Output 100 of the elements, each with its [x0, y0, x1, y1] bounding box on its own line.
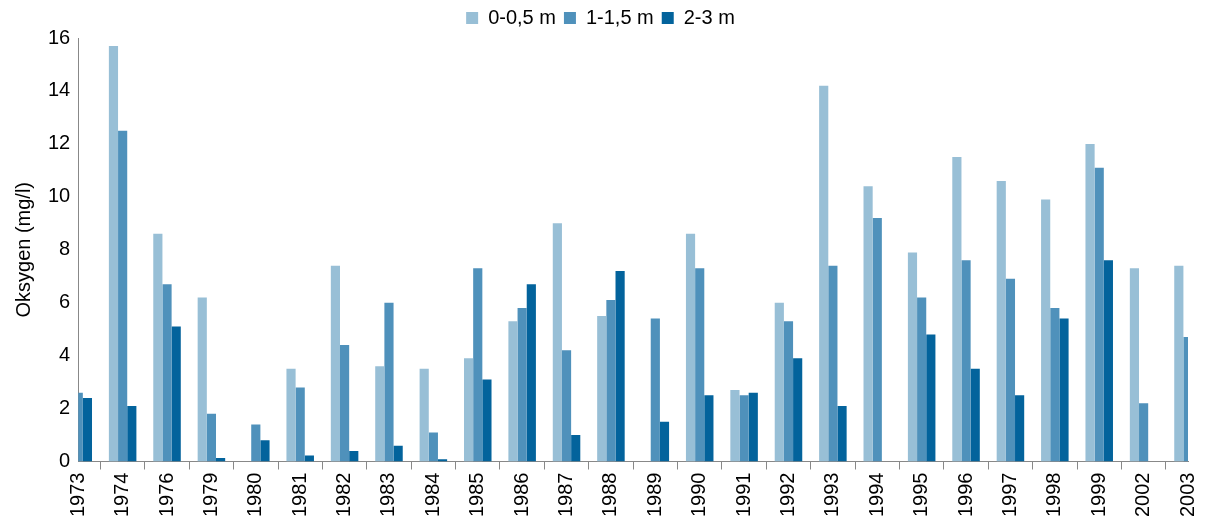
y-tick-label: 10 [48, 184, 71, 207]
y-tick-label: 12 [48, 131, 71, 154]
bar [1005, 278, 1016, 462]
bar [650, 318, 660, 462]
bar [286, 368, 296, 462]
bar [384, 302, 394, 462]
x-tick-label: 1981 [287, 472, 310, 518]
bar [127, 405, 137, 462]
bar [1041, 199, 1051, 462]
bar [393, 445, 403, 462]
bar [739, 395, 749, 462]
legend-label: 0-0,5 m [488, 5, 556, 28]
bar [295, 387, 305, 462]
bar [1085, 143, 1095, 462]
bar [260, 440, 270, 462]
y-tick-label: 4 [59, 343, 71, 366]
bar [508, 321, 518, 462]
y-tick-label: 16 [48, 25, 71, 48]
y-tick-label: 6 [59, 290, 71, 313]
x-tick-label: 1997 [997, 472, 1020, 518]
bar [1059, 318, 1069, 462]
bar [171, 326, 181, 462]
x-tick-label: 1999 [1086, 472, 1109, 518]
bar [659, 421, 670, 462]
bar [375, 366, 385, 462]
bar [685, 233, 696, 462]
y-tick-label: 2 [59, 396, 71, 419]
x-tick-label: 2003 [1175, 472, 1198, 518]
bar [917, 297, 927, 462]
bar [961, 260, 971, 462]
bar [206, 413, 216, 462]
legend-label: 1-1,5 m [585, 5, 654, 28]
x-tick-label: 1984 [420, 472, 443, 518]
bar [330, 265, 340, 462]
x-tick-label: 1979 [198, 472, 221, 518]
bar [561, 350, 572, 462]
bar [428, 432, 438, 462]
bar [926, 334, 936, 462]
bar [952, 157, 962, 462]
bar [118, 130, 128, 462]
x-tick-label: 1980 [243, 472, 266, 518]
bar [1050, 307, 1060, 462]
bar [153, 233, 163, 462]
x-tick-label: 1986 [509, 472, 532, 518]
x-tick-label: 1994 [864, 472, 887, 518]
x-tick-label: 1995 [909, 472, 932, 518]
bar [340, 345, 350, 462]
bar [482, 379, 492, 462]
y-tick-label: 14 [48, 78, 71, 101]
bar [349, 450, 359, 462]
bar [526, 284, 536, 462]
x-tick-label: 1973 [65, 472, 88, 518]
bar [615, 270, 625, 462]
bar [730, 390, 740, 462]
bar [828, 265, 838, 462]
bar [464, 358, 474, 462]
bar [1103, 260, 1113, 462]
bar [552, 223, 562, 462]
bar [108, 45, 119, 462]
bar [774, 302, 784, 462]
bar [606, 300, 616, 462]
x-tick-label: 1993 [820, 472, 843, 518]
x-tick-label: 1989 [642, 472, 665, 518]
bar [571, 435, 581, 462]
y-tick-label: 0 [59, 449, 71, 472]
bar [748, 392, 758, 462]
bar [863, 186, 873, 462]
bar [907, 252, 918, 462]
bar [819, 85, 829, 462]
bar [304, 455, 314, 462]
x-tick-label: 1988 [598, 472, 621, 518]
y-axis-title: Oksygen (mg/l) [11, 181, 34, 318]
bar [695, 268, 705, 462]
y-tick-label: 8 [59, 237, 71, 260]
bar [970, 368, 980, 462]
bar [1015, 395, 1025, 462]
x-tick-label: 1982 [332, 472, 355, 518]
bar [996, 180, 1006, 462]
x-tick-label: 1992 [776, 472, 798, 518]
bar [597, 315, 607, 462]
x-tick-label: 1996 [953, 472, 976, 518]
bar [1094, 167, 1104, 462]
legend-label: 2-3 m [683, 5, 735, 28]
x-tick-label: 1991 [731, 472, 754, 518]
x-tick-label: 1987 [554, 472, 577, 518]
x-tick-label: 1998 [1042, 472, 1065, 518]
x-tick-label: 1990 [687, 472, 710, 518]
x-tick-label: 1985 [465, 472, 488, 518]
bar [1129, 268, 1140, 462]
bar [162, 284, 172, 462]
x-tick-label: 1976 [154, 472, 177, 518]
bar [1139, 403, 1149, 462]
bar [837, 405, 847, 462]
bar [793, 358, 803, 462]
bar [517, 307, 527, 462]
bar [197, 297, 207, 462]
bar [704, 395, 714, 462]
x-tick-label: 1983 [376, 472, 399, 518]
bar [783, 321, 794, 462]
x-tick-label: 1974 [110, 472, 133, 518]
